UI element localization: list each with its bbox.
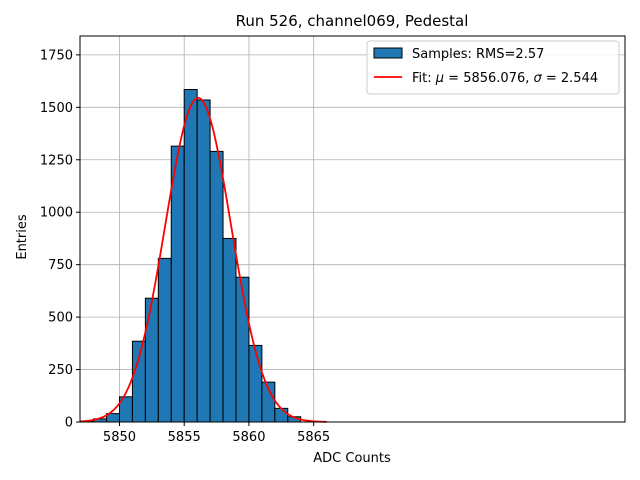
y-tick-label: 0 (65, 416, 73, 431)
x-tick-label: 5850 (103, 430, 136, 445)
x-tick-label: 5860 (232, 430, 265, 445)
y-tick-label: 500 (48, 311, 73, 326)
histogram-bar (196, 99, 211, 423)
axes-frame (79, 35, 626, 423)
y-axis-label: Entries (15, 214, 30, 260)
legend-hist-label: Samples: RMS=2.57 (412, 47, 544, 62)
histogram-bar (131, 340, 146, 423)
y-tick-label: 1250 (40, 153, 73, 168)
legend-fit-prefix: Fit: (412, 71, 436, 86)
axis-ticks: 5850 5855 5860 5865 0 250 500 750 1000 1250 1500 17… (40, 48, 330, 445)
histogram-bar (222, 237, 237, 423)
x-axis-label: ADC Counts (313, 451, 391, 466)
y-tick-label: 1500 (40, 101, 73, 116)
legend-sigma-value: = 2.544 (542, 71, 598, 86)
x-tick-label: 5865 (297, 430, 330, 445)
histogram-bar (170, 145, 185, 423)
histogram-bar (209, 150, 224, 423)
histogram-bar (183, 88, 198, 423)
y-tick-label: 250 (48, 363, 73, 378)
legend-mu-value: = 5856.076, (444, 71, 533, 86)
y-tick-label: 1000 (40, 206, 73, 221)
y-tick-label: 1750 (40, 48, 73, 63)
legend-mu-symbol: μ (435, 71, 444, 86)
legend-box (366, 40, 620, 95)
histogram-bar (248, 344, 263, 423)
histogram-bar (235, 276, 250, 423)
legend-fit-label: Fit: μ = 5856.076, σ = 2.544 (412, 71, 598, 86)
histogram-bar (274, 407, 289, 423)
y-tick-label: 750 (48, 258, 73, 273)
legend-sigma-symbol: σ (534, 71, 543, 86)
chart-title: Run 526, channel069, Pedestal (236, 12, 469, 30)
histogram-bar (144, 297, 159, 423)
x-tick-label: 5855 (168, 430, 201, 445)
legend-hist-swatch (373, 47, 403, 59)
histogram-bar (157, 257, 172, 423)
fit-curve (80, 97, 327, 423)
legend: Samples: RMS=2.57 Fit: μ = 5856.076, σ =… (366, 40, 620, 95)
